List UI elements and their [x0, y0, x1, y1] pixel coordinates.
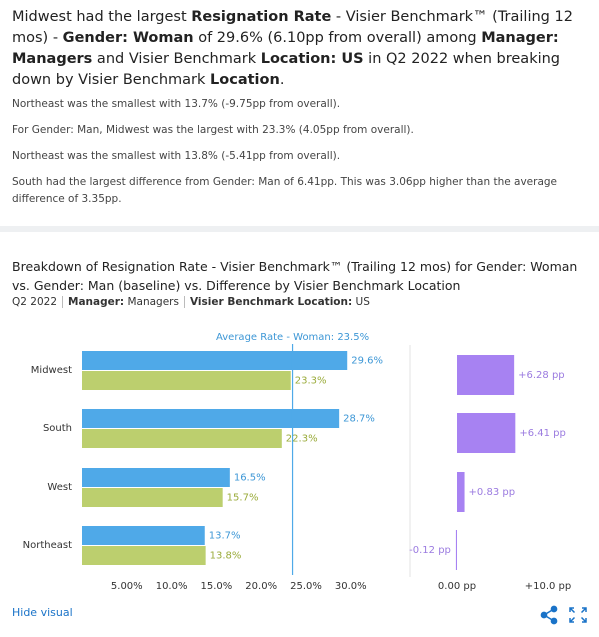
- value-label: +6.28 pp: [518, 370, 565, 381]
- summary-sentence: South had the largest difference from Ge…: [12, 176, 558, 205]
- bar: [82, 351, 348, 370]
- value-label: 15.7%: [227, 493, 259, 504]
- visual-title: Breakdown of Resignation Rate - Visier B…: [12, 259, 578, 293]
- x-tick-label: 20.0%: [245, 581, 277, 592]
- summary-sentence: For Gender: Man, Midwest was the largest…: [12, 124, 414, 136]
- bar: [457, 472, 465, 512]
- value-label: +0.83 pp: [469, 487, 516, 498]
- headline-segment: Location: [210, 72, 280, 88]
- category-label: West: [47, 482, 72, 493]
- x-tick-label: 25.0%: [290, 581, 322, 592]
- x-tick-label: 10.0%: [156, 581, 188, 592]
- filter-value: US: [355, 296, 370, 308]
- bar: [82, 371, 291, 390]
- category-label: Midwest: [31, 365, 72, 376]
- bar: [82, 468, 230, 487]
- filter-value: Managers: [127, 296, 179, 308]
- filter: Visier Benchmark Location: US: [183, 296, 370, 308]
- x-tick-label: 15.0%: [201, 581, 233, 592]
- value-label: 16.5%: [234, 473, 266, 484]
- value-label: 29.6%: [351, 356, 383, 367]
- summary-sentence: Northeast was the smallest with 13.8% (-…: [12, 150, 341, 162]
- filter: Q2 2022: [12, 296, 57, 308]
- bar: [82, 488, 223, 507]
- x-tick-label: 5.00%: [111, 581, 143, 592]
- filter: Manager: Managers: [62, 296, 179, 308]
- headline-segment: of 29.6% (6.10pp from overall) among: [193, 30, 482, 46]
- headline-segment: - Visier Benchmark™ (Trailing 12 mos) -: [12, 9, 573, 46]
- headline: Midwest had the largest Resignation Rate…: [12, 7, 582, 91]
- value-label: 22.3%: [286, 434, 318, 445]
- headline-segment: and Visier Benchmark: [92, 51, 261, 67]
- filters: Q2 2022 Manager: Managers Visier Benchmark…: [12, 296, 370, 308]
- value-label: 13.8%: [210, 551, 242, 562]
- value-label: +6.41 pp: [519, 428, 566, 439]
- expand-icon[interactable]: [569, 607, 587, 623]
- x-tick-label: 0.00 pp: [438, 581, 476, 592]
- headline-segment: Midwest had the largest: [12, 9, 192, 25]
- x-tick-label: 30.0%: [335, 581, 367, 592]
- value-label: 13.7%: [209, 531, 241, 542]
- divider: [0, 226, 599, 232]
- x-tick-label: +10.0 pp: [525, 581, 572, 592]
- bar: [82, 546, 206, 565]
- headline-segment: in Q2 2022 when breaking down by Visier …: [12, 51, 561, 88]
- reference-label: Average Rate - Woman: 23.5%: [216, 332, 369, 343]
- filter-label: Manager:: [68, 296, 125, 308]
- bar: [82, 429, 282, 448]
- headline-segment: Location: US: [260, 51, 364, 67]
- filter-label: Visier Benchmark Location:: [189, 296, 353, 308]
- headline-segment: Gender: Woman: [62, 30, 194, 46]
- headline-segment: Resignation Rate: [191, 9, 332, 25]
- bar: [455, 530, 457, 570]
- bar: [457, 413, 516, 453]
- headline-segment: Manager: Managers: [12, 30, 559, 67]
- category-label: South: [43, 423, 72, 434]
- value-label: 23.3%: [295, 376, 327, 387]
- charts: Midwest South West Northeast 5.00% 10.0% 15.0%…: [23, 332, 572, 592]
- category-label: Northeast: [23, 540, 72, 551]
- bar: [82, 409, 340, 428]
- bar: [457, 355, 515, 395]
- hide-visual-link[interactable]: Hide visual: [12, 606, 73, 619]
- value-label: -0.12 pp: [409, 545, 451, 556]
- share-icon[interactable]: [540, 605, 558, 625]
- filter-value: Q2 2022: [12, 296, 58, 308]
- summary-sentences: Northeast was the smallest with 13.7% (-…: [12, 96, 582, 217]
- bar: [82, 526, 205, 545]
- headline-segment: .: [279, 72, 285, 88]
- summary-sentence: Northeast was the smallest with 13.7% (-…: [12, 98, 341, 110]
- value-label: 28.7%: [343, 414, 375, 425]
- visual-actions: [540, 605, 587, 625]
